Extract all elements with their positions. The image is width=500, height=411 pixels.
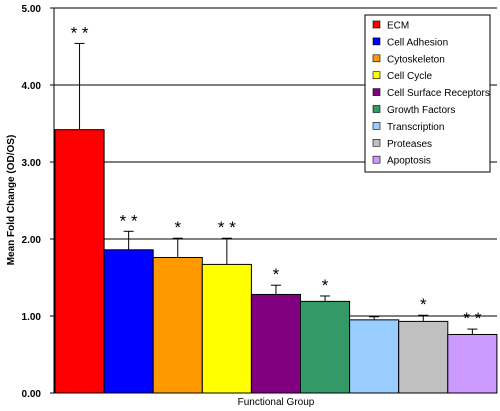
significance-labels: * * * * * * * * * * * * <box>71 23 482 328</box>
bar <box>398 320 449 394</box>
significance-label: * <box>273 265 280 284</box>
error-bars <box>74 42 478 335</box>
significance-label: * * <box>120 211 138 230</box>
bar <box>152 256 203 394</box>
y-tick-label: 3.00 <box>22 158 42 169</box>
bar <box>447 333 498 394</box>
bar <box>201 263 252 394</box>
legend-label: ECM <box>387 21 409 32</box>
legend-swatch <box>372 122 381 130</box>
legend-box <box>364 14 491 173</box>
legend-swatch <box>372 37 381 46</box>
significance-label: * * <box>218 218 236 237</box>
y-tick-label: 5.00 <box>22 4 42 15</box>
bar <box>250 293 301 394</box>
legend-label: Growth Factors <box>387 105 455 116</box>
y-tick-label: 1.00 <box>22 312 42 323</box>
x-axis-title: Functional Group <box>238 397 315 408</box>
bar <box>349 319 400 394</box>
legend-swatch <box>372 20 381 29</box>
y-axis-title: Mean Fold Change (OD/OS) <box>6 135 17 266</box>
legend-swatch <box>372 88 381 96</box>
y-tick-labels: 0.00 1.00 2.00 3.00 4.00 5.00 <box>22 4 54 400</box>
legend-label: Apoptosis <box>387 156 431 167</box>
legend-label: Cell Cycle <box>387 71 432 82</box>
legend-swatch <box>372 155 381 164</box>
legend-label: Cell Surface Receptors <box>387 88 490 99</box>
y-tick-label: 2.00 <box>22 235 42 246</box>
bars <box>54 129 498 394</box>
y-tick-label: 4.00 <box>22 81 42 92</box>
legend-swatch <box>372 139 381 147</box>
significance-label: * <box>322 276 329 295</box>
bar <box>300 300 351 394</box>
legend-swatch <box>372 71 381 79</box>
y-tick-label: 0.00 <box>22 389 42 400</box>
legend-label: Transcription <box>387 122 444 133</box>
significance-label: * * <box>71 23 89 42</box>
bar <box>54 129 105 394</box>
legend-label: Cytoskeleton <box>387 54 445 65</box>
legend-label: Proteases <box>387 139 432 150</box>
legend-swatch <box>372 105 381 113</box>
legend-label: Cell Adhesion <box>387 37 448 48</box>
legend: ECM Cell Adhesion Cytoskeleton Cell Cycle Ce… <box>364 14 491 173</box>
legend-swatch <box>372 54 381 63</box>
bar <box>103 249 154 394</box>
significance-label: * * <box>463 309 481 328</box>
significance-label: * <box>174 218 181 237</box>
significance-label: * <box>420 295 427 314</box>
